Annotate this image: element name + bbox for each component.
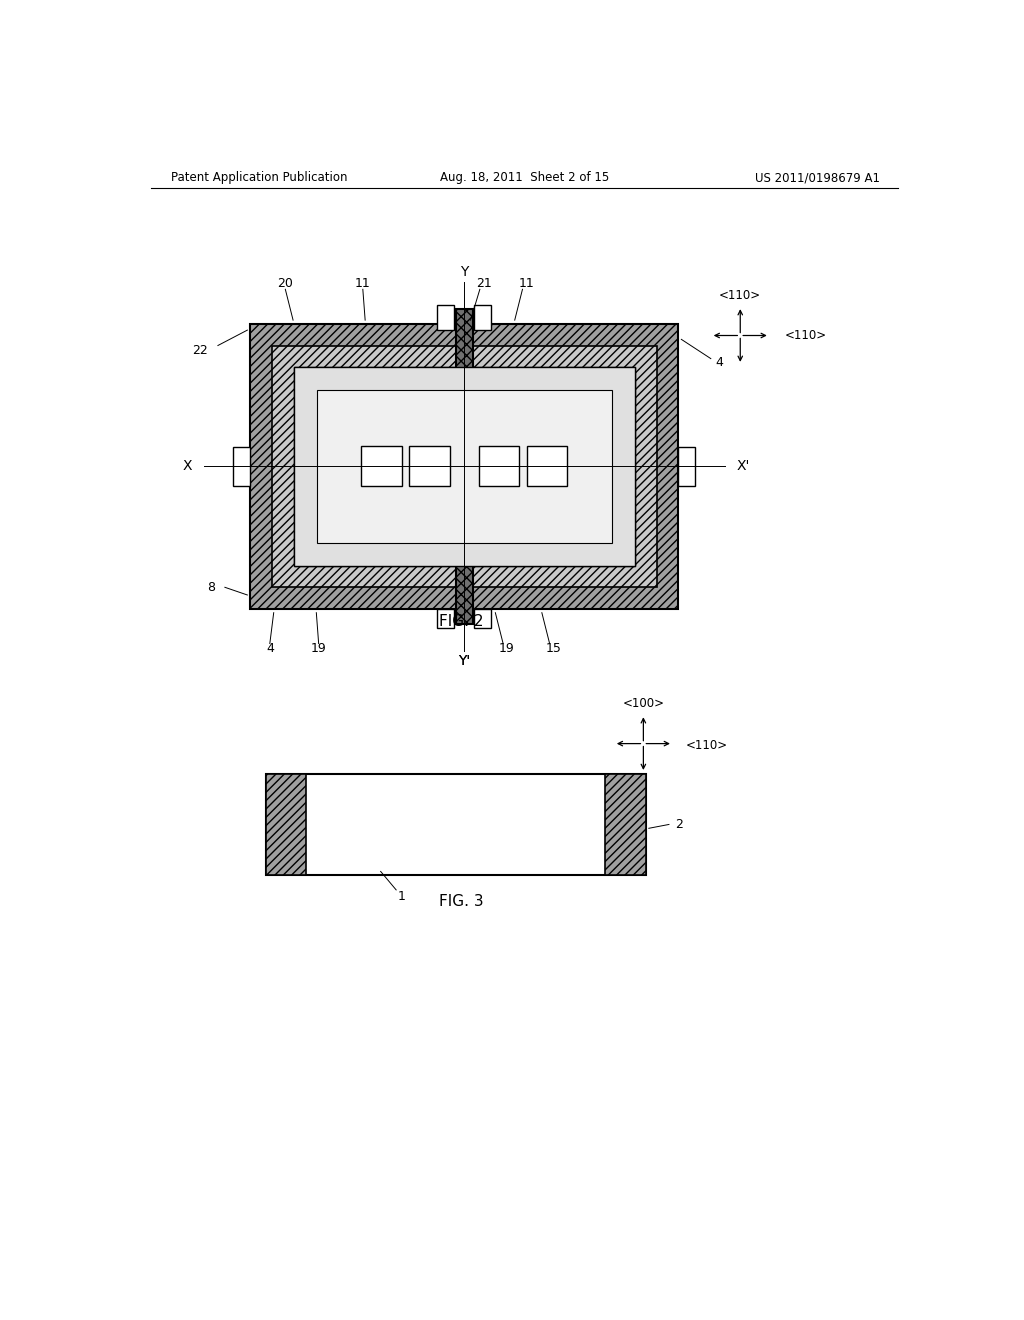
Text: <110>: <110> — [686, 739, 728, 751]
Bar — [266, 775, 306, 875]
Bar — [266, 775, 646, 875]
Text: 8: 8 — [208, 581, 216, 594]
Text: US 2011/0198679 A1: US 2011/0198679 A1 — [755, 172, 880, 185]
Text: 15: 15 — [546, 643, 561, 656]
Text: FIG. 3: FIG. 3 — [439, 894, 483, 909]
Bar — [317, 391, 611, 543]
Bar — [481, 449, 517, 484]
Text: X: X — [183, 459, 193, 474]
Bar — [479, 446, 519, 487]
Bar — [474, 305, 492, 330]
Text: 2: 2 — [675, 818, 683, 832]
Bar — [294, 367, 635, 566]
Bar — [294, 367, 635, 566]
Text: Y': Y' — [458, 655, 470, 668]
Text: Aug. 18, 2011  Sheet 2 of 15: Aug. 18, 2011 Sheet 2 of 15 — [440, 172, 609, 185]
Text: 19: 19 — [310, 643, 327, 656]
Text: FIG. 2: FIG. 2 — [439, 614, 483, 630]
Bar — [605, 775, 646, 875]
Bar — [678, 447, 695, 486]
Bar — [437, 609, 455, 628]
Text: Patent Application Publication: Patent Application Publication — [171, 172, 347, 185]
Bar — [233, 447, 251, 486]
Text: <100>: <100> — [623, 697, 665, 710]
Text: 22: 22 — [193, 345, 208, 358]
Bar — [364, 449, 399, 484]
Text: 1: 1 — [397, 890, 406, 903]
Text: <110>: <110> — [785, 329, 827, 342]
Text: 21: 21 — [476, 277, 492, 290]
Bar — [456, 309, 473, 624]
Text: 11: 11 — [355, 277, 371, 290]
Bar — [437, 305, 455, 330]
Text: Y: Y — [460, 264, 469, 279]
Text: X': X' — [736, 459, 750, 474]
Bar — [272, 346, 656, 587]
Text: <110>: <110> — [719, 289, 761, 302]
Text: 4: 4 — [266, 643, 273, 656]
Text: 19: 19 — [499, 643, 515, 656]
Text: 4: 4 — [716, 356, 723, 370]
Text: 11: 11 — [518, 277, 535, 290]
Bar — [410, 446, 450, 487]
Bar — [361, 446, 401, 487]
Text: Y': Y' — [458, 655, 470, 668]
Bar — [529, 449, 565, 484]
Bar — [412, 449, 447, 484]
Bar — [527, 446, 567, 487]
Bar — [251, 323, 678, 609]
Bar — [474, 609, 492, 628]
Text: 20: 20 — [278, 277, 293, 290]
